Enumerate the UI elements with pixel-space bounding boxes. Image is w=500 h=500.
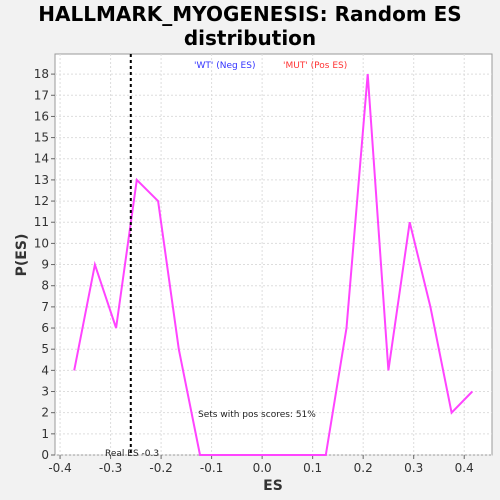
y-tick-label: 0 — [41, 448, 49, 462]
y-tick-label: 2 — [41, 406, 49, 420]
y-tick-label: 6 — [41, 321, 49, 335]
real-es-label: Real ES -0.3 — [105, 449, 159, 459]
legend-pos-es: 'MUT' (Pos ES) — [283, 61, 347, 71]
x-tick-label: 0.3 — [404, 461, 423, 475]
y-tick-label: 5 — [41, 342, 49, 356]
x-tick-label: 0.4 — [455, 461, 474, 475]
x-tick-label: -0.1 — [200, 461, 223, 475]
y-tick-label: 9 — [41, 258, 49, 272]
chart-title-line-2: distribution — [183, 26, 317, 50]
y-tick-label: 7 — [41, 300, 49, 314]
legend: 'WT' (Neg ES) 'MUT' (Pos ES) — [194, 61, 347, 71]
y-tick-label: 3 — [41, 385, 49, 399]
x-tick-label: 0.0 — [253, 461, 272, 475]
x-axis-title: ES — [263, 478, 283, 494]
y-tick-label: 8 — [41, 279, 49, 293]
y-tick-label: 18 — [34, 67, 49, 81]
y-tick-label: 10 — [34, 236, 49, 250]
y-tick-label: 17 — [34, 88, 49, 102]
x-tick-label: 0.1 — [303, 461, 322, 475]
y-axis-title: P(ES) — [14, 234, 30, 277]
x-tick-label: -0.2 — [149, 461, 172, 475]
y-tick-label: 14 — [34, 152, 49, 166]
series-line — [73, 74, 474, 456]
y-tick-label: 11 — [34, 215, 49, 229]
y-tick-label: 4 — [41, 363, 49, 377]
y-tick-label: 13 — [34, 173, 49, 187]
chart-title: HALLMARK_MYOGENESIS: Random ES distribut… — [0, 2, 500, 50]
pos-scores-label: Sets with pos scores: 51% — [198, 410, 316, 420]
x-tick-label: -0.3 — [99, 461, 122, 475]
y-tick-label: 12 — [34, 194, 49, 208]
x-axis-ticks: -0.4 -0.3 -0.2 -0.1 0.0 0.1 0.2 0.3 0.4 — [48, 455, 474, 475]
y-tick-label: 16 — [34, 109, 49, 123]
legend-neg-es: 'WT' (Neg ES) — [194, 61, 255, 71]
chart-title-line-1: HALLMARK_MYOGENESIS: Random ES — [38, 2, 462, 26]
x-tick-label: 0.2 — [354, 461, 373, 475]
y-tick-label: 15 — [34, 131, 49, 145]
y-tick-label: 1 — [41, 427, 49, 441]
series-group — [73, 74, 474, 456]
x-tick-label: -0.4 — [48, 461, 71, 475]
plot-area — [54, 53, 493, 456]
